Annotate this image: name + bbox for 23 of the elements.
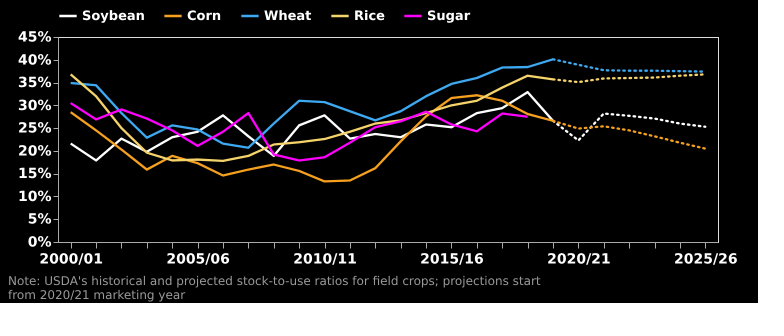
y-tick-label: 5% [28, 212, 52, 228]
y-tick-label: 15% [18, 166, 52, 182]
y-tick-label: 10% [18, 188, 52, 205]
x-tick-label: 2020/21 [547, 252, 611, 268]
x-tick-label: 2010/11 [293, 252, 357, 268]
legend-label: Soybean [82, 9, 145, 24]
legend-label: Corn [187, 9, 222, 24]
x-tick-label: 2005/06 [166, 252, 230, 268]
y-tick-label: 0% [28, 234, 52, 250]
x-tick-label: 2025/26 [674, 252, 738, 268]
y-tick-label: 45% [18, 30, 52, 46]
legend-label: Rice [354, 9, 386, 24]
x-tick-label: 2000/01 [39, 252, 103, 268]
legend-label: Wheat [264, 9, 312, 24]
y-tick-label: 20% [18, 143, 52, 160]
y-tick-label: 40% [18, 52, 52, 68]
x-tick-label: 2015/16 [420, 252, 484, 268]
line-series [70, 102, 529, 162]
y-tick-label: 30% [18, 98, 52, 114]
legend-label: Sugar [427, 9, 471, 24]
text: Note: USDA's historical and projected stock-to-use ratios for field crops; projections start from 2020/21 marketing year [8, 274, 541, 302]
y-tick-label: 25% [18, 120, 52, 137]
y-tick-label: 35% [18, 75, 52, 92]
